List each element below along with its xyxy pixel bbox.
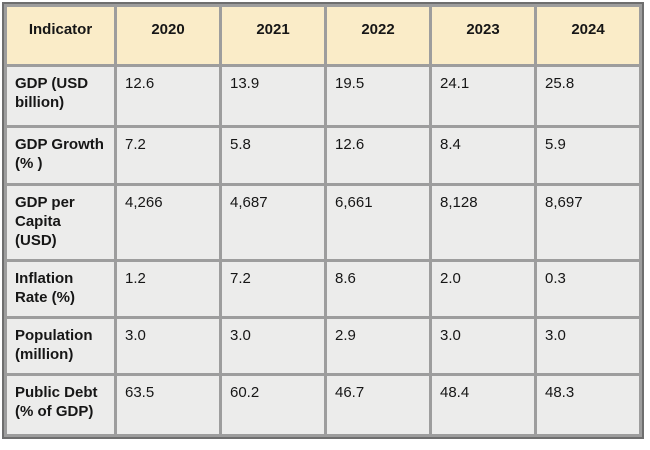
row-label-cell: GDP Growth (% )	[7, 128, 114, 183]
header-cell-2020: 2020	[117, 7, 219, 64]
value-cell: 12.6	[327, 128, 429, 183]
value-cell: 48.3	[537, 376, 639, 434]
table-row-gdp-growth: GDP Growth (% ) 7.2 5.8 12.6 8.4 5.9	[7, 128, 639, 183]
header-cell-indicator: Indicator	[7, 7, 114, 64]
row-label-cell: Public Debt (% of GDP)	[7, 376, 114, 434]
economic-indicators-table: Indicator 2020 2021 2022 2023 2024 GDP (…	[2, 2, 644, 439]
value-cell: 25.8	[537, 67, 639, 125]
value-cell: 19.5	[327, 67, 429, 125]
value-cell: 1.2	[117, 262, 219, 316]
value-cell: 5.8	[222, 128, 324, 183]
value-cell: 63.5	[117, 376, 219, 434]
value-cell: 8,697	[537, 186, 639, 259]
value-cell: 6,661	[327, 186, 429, 259]
value-cell: 13.9	[222, 67, 324, 125]
value-cell: 24.1	[432, 67, 534, 125]
value-cell: 2.0	[432, 262, 534, 316]
value-cell: 2.9	[327, 319, 429, 373]
value-cell: 7.2	[117, 128, 219, 183]
header-cell-2023: 2023	[432, 7, 534, 64]
value-cell: 12.6	[117, 67, 219, 125]
row-label-cell: Population (million)	[7, 319, 114, 373]
header-cell-2024: 2024	[537, 7, 639, 64]
header-cell-2022: 2022	[327, 7, 429, 64]
table-container: Indicator 2020 2021 2022 2023 2024 GDP (…	[2, 2, 644, 439]
value-cell: 3.0	[432, 319, 534, 373]
table-row-inflation: Inflation Rate (%) 1.2 7.2 8.6 2.0 0.3	[7, 262, 639, 316]
row-label-cell: GDP (USD billion)	[7, 67, 114, 125]
value-cell: 8,128	[432, 186, 534, 259]
value-cell: 8.6	[327, 262, 429, 316]
value-cell: 4,266	[117, 186, 219, 259]
value-cell: 3.0	[222, 319, 324, 373]
value-cell: 60.2	[222, 376, 324, 434]
row-label-cell: GDP per Capita (USD)	[7, 186, 114, 259]
value-cell: 46.7	[327, 376, 429, 434]
value-cell: 7.2	[222, 262, 324, 316]
value-cell: 5.9	[537, 128, 639, 183]
row-label-cell: Inflation Rate (%)	[7, 262, 114, 316]
table-row-gdp-per-capita: GDP per Capita (USD) 4,266 4,687 6,661 8…	[7, 186, 639, 259]
header-cell-2021: 2021	[222, 7, 324, 64]
value-cell: 3.0	[117, 319, 219, 373]
table-row-population: Population (million) 3.0 3.0 2.9 3.0 3.0	[7, 319, 639, 373]
value-cell: 48.4	[432, 376, 534, 434]
value-cell: 0.3	[537, 262, 639, 316]
header-row: Indicator 2020 2021 2022 2023 2024	[7, 7, 639, 64]
table-row-gdp: GDP (USD billion) 12.6 13.9 19.5 24.1 25…	[7, 67, 639, 125]
value-cell: 8.4	[432, 128, 534, 183]
table-row-public-debt: Public Debt (% of GDP) 63.5 60.2 46.7 48…	[7, 376, 639, 434]
value-cell: 3.0	[537, 319, 639, 373]
value-cell: 4,687	[222, 186, 324, 259]
